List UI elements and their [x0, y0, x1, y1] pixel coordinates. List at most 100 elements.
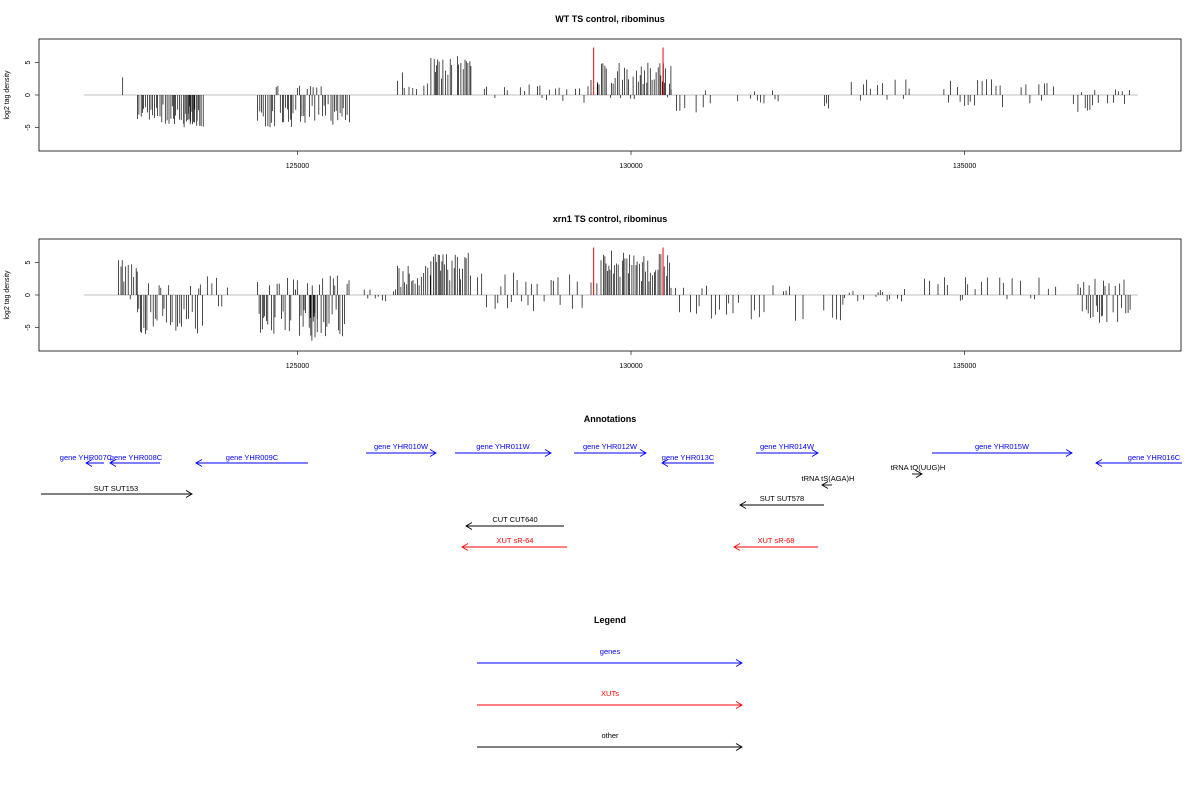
density-bars	[824, 95, 829, 109]
feature-arrow	[195, 459, 308, 467]
xrn1-track-axes: -5 0 5 125000 130000 135000	[25, 260, 1138, 370]
density-bars	[430, 56, 472, 95]
density-bars	[924, 277, 1057, 301]
feature-arrow	[461, 543, 567, 551]
feature-label: SUT SUT578	[760, 494, 804, 503]
density-bars	[737, 90, 779, 104]
wt-track-ylabel: log2 tag density	[4, 70, 11, 120]
density-bars	[600, 250, 670, 295]
density-bars	[590, 80, 598, 95]
legend-title: Legend	[594, 615, 626, 625]
y-tick-label: 5	[25, 60, 32, 64]
feature-arrow	[41, 490, 193, 498]
feature-arrow	[366, 449, 437, 457]
arrow-head	[544, 449, 552, 457]
density-bars	[597, 62, 672, 99]
arrow-head	[465, 522, 473, 530]
wt-track-axes: -5 0 5 125000 130000 135000	[25, 60, 1138, 170]
density-bars	[670, 285, 844, 321]
feature-label: XUT sR-64	[497, 536, 534, 545]
feature-arrow	[932, 449, 1073, 457]
density-bars	[257, 275, 350, 337]
density-bars	[403, 83, 428, 95]
density-bars	[1077, 278, 1131, 323]
xrn1-track-panel: xrn1 TS control, ribominus log2 tag dens…	[4, 214, 1182, 370]
xrn1-track-bars	[118, 247, 1131, 341]
density-bars	[118, 260, 138, 300]
density-bars	[844, 289, 905, 302]
density-bars	[363, 289, 396, 302]
feature-label: gene YHR012W	[583, 442, 638, 451]
y-tick-label: -5	[25, 324, 32, 330]
y-tick-label: 0	[25, 93, 32, 97]
wt-track-title: WT TS control, ribominus	[555, 14, 665, 24]
feature-arrow	[465, 522, 564, 530]
legend-arrow	[477, 659, 743, 667]
arrow-head	[429, 449, 437, 457]
y-tick-label: -5	[25, 124, 32, 130]
arrow-head	[735, 701, 743, 709]
feature-label: gene YHR010W	[374, 442, 429, 451]
feature-arrow	[109, 459, 160, 467]
feature-arrow	[574, 449, 647, 457]
y-tick-label: 5	[25, 260, 32, 264]
density-bars	[1072, 89, 1130, 112]
feature-label: gene YHR009C	[226, 453, 279, 462]
arrow-head	[109, 459, 117, 467]
feature-arrow	[739, 501, 824, 509]
density-bars	[397, 265, 431, 295]
arrow-head	[735, 743, 743, 751]
wt-track-bars	[122, 47, 1130, 128]
feature-label: tRNA tQ(UUG)H	[891, 463, 946, 472]
feature-label: gene YHR013C	[662, 453, 715, 462]
feature-label: CUT CUT640	[492, 515, 537, 524]
density-bars	[430, 252, 471, 295]
y-tick-label: 0	[25, 293, 32, 297]
arrow-head	[639, 449, 647, 457]
x-tick-label: 130000	[619, 163, 642, 170]
density-bars	[537, 85, 589, 103]
feature-label: SUT SUT153	[94, 484, 138, 493]
feature-label: gene YHR016C	[1128, 453, 1181, 462]
x-tick-label: 135000	[953, 163, 976, 170]
density-bars	[483, 84, 530, 98]
feature-arrow	[455, 449, 552, 457]
density-bars	[310, 295, 318, 341]
xrn1-track-ylabel: log2 tag density	[4, 270, 11, 320]
x-tick-label: 130000	[619, 363, 642, 370]
density-bars	[477, 272, 583, 312]
x-tick-label: 125000	[286, 163, 309, 170]
feature-label: gene YHR015W	[975, 442, 1030, 451]
density-bars	[137, 283, 203, 334]
feature-label: gene YHR011W	[476, 442, 530, 451]
legend-panel: Legend genes XUTs other	[477, 615, 743, 751]
feature-arrow	[733, 543, 818, 551]
annotations-title: Annotations	[584, 414, 637, 424]
arrow-head	[661, 459, 669, 467]
x-tick-label: 135000	[953, 363, 976, 370]
feature-label: tRNA tS(AGA)H	[802, 474, 855, 483]
x-tick-label: 125000	[286, 363, 309, 370]
density-bars	[670, 89, 711, 113]
legend-arrow	[477, 701, 743, 709]
arrow-head	[735, 659, 743, 667]
arrow-head	[821, 481, 829, 489]
arrow-head	[85, 459, 93, 467]
arrow-head	[739, 501, 747, 509]
legend-label: XUTs	[601, 689, 619, 698]
feature-arrow	[912, 470, 923, 478]
xrn1-track-title: xrn1 TS control, ribominus	[553, 214, 668, 224]
wt-track-panel: WT TS control, ribominus log2 tag densit…	[4, 14, 1182, 170]
legend-arrow	[477, 743, 743, 751]
density-bars	[943, 79, 1003, 108]
feature-arrow	[85, 459, 104, 467]
density-bars	[850, 79, 910, 101]
feature-label: XUT sR-68	[758, 536, 795, 545]
arrow-head	[733, 543, 741, 551]
density-bars	[206, 276, 228, 307]
feature-label: gene YHR008C	[110, 453, 163, 462]
arrow-head	[1065, 449, 1073, 457]
